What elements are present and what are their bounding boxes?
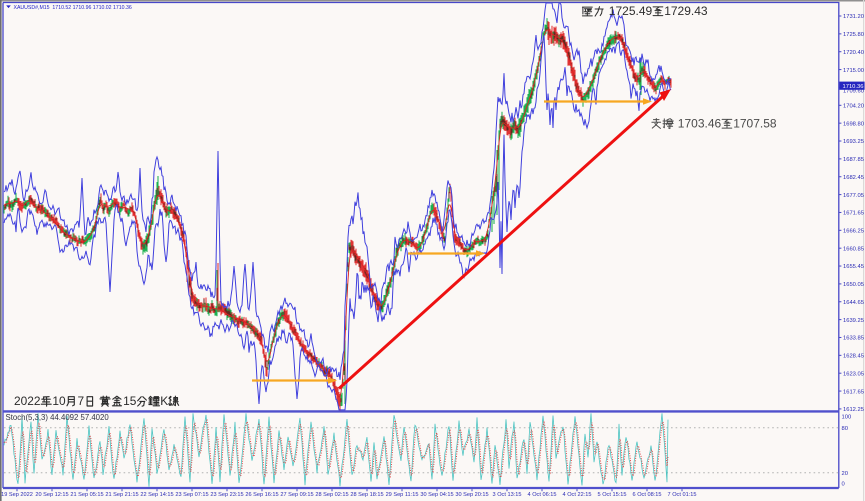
- svg-text:1725.49: 1725.49: [609, 4, 653, 18]
- svg-text:21 Sep 05:15: 21 Sep 05:15: [70, 492, 103, 498]
- svg-text:1698.80: 1698.80: [843, 121, 864, 127]
- svg-text:1612.25: 1612.25: [843, 407, 864, 413]
- svg-text:1709.60: 1709.60: [843, 89, 864, 95]
- svg-text:28 Sep 18:15: 28 Sep 18:15: [350, 492, 383, 498]
- svg-text:4 Oct 06:15: 4 Oct 06:15: [528, 492, 557, 498]
- svg-text:1707.58: 1707.58: [733, 117, 777, 131]
- svg-text:5 Oct 15:15: 5 Oct 15:15: [598, 492, 627, 498]
- svg-text:1650.05: 1650.05: [843, 282, 864, 288]
- svg-text:19 Sep 2022: 19 Sep 2022: [1, 492, 33, 498]
- svg-text:15: 15: [123, 394, 137, 408]
- svg-text:21 Sep 21:15: 21 Sep 21:15: [105, 492, 138, 498]
- svg-text:30 Sep 20:15: 30 Sep 20:15: [455, 492, 488, 498]
- svg-text:20: 20: [842, 471, 848, 477]
- svg-text:6 Oct 08:15: 6 Oct 08:15: [633, 492, 662, 498]
- svg-text:3 Oct 13:15: 3 Oct 13:15: [493, 492, 522, 498]
- svg-text:1671.65: 1671.65: [843, 211, 864, 217]
- svg-text:7 Oct 01:15: 7 Oct 01:15: [668, 492, 697, 498]
- svg-text:1617.65: 1617.65: [843, 389, 864, 395]
- svg-text:30 Sep 04:15: 30 Sep 04:15: [420, 492, 453, 498]
- svg-text:0: 0: [842, 482, 845, 488]
- svg-text:1623.05: 1623.05: [843, 371, 864, 377]
- svg-text:100: 100: [842, 415, 852, 421]
- svg-text:1720.40: 1720.40: [843, 50, 864, 56]
- svg-text:1633.85: 1633.85: [843, 336, 864, 342]
- svg-text:1682.45: 1682.45: [843, 175, 864, 181]
- svg-text:K: K: [160, 394, 168, 408]
- svg-text:29 Sep 11:15: 29 Sep 11:15: [386, 492, 419, 498]
- svg-text:20 Sep 12:15: 20 Sep 12:15: [35, 492, 68, 498]
- svg-text:27 Sep 09:15: 27 Sep 09:15: [280, 492, 313, 498]
- svg-text:4 Oct 22:15: 4 Oct 22:15: [563, 492, 592, 498]
- svg-text:1715.00: 1715.00: [843, 68, 864, 74]
- svg-text:1729.43: 1729.43: [664, 4, 708, 18]
- svg-text:1628.45: 1628.45: [843, 354, 864, 360]
- svg-text:XAUUSD#,M15 1710.52 1710.96 1: XAUUSD#,M15 1710.52 1710.96 1710.02 1710…: [14, 5, 132, 11]
- svg-text:1703.46: 1703.46: [678, 117, 722, 131]
- svg-text:80: 80: [842, 426, 848, 432]
- svg-text:1660.85: 1660.85: [843, 246, 864, 252]
- svg-text:1710.36: 1710.36: [843, 84, 864, 90]
- svg-text:1687.85: 1687.85: [843, 157, 864, 163]
- svg-text:28 Sep 02:15: 28 Sep 02:15: [315, 492, 348, 498]
- svg-text:10: 10: [52, 394, 66, 408]
- svg-text:1693.25: 1693.25: [843, 139, 864, 145]
- svg-text:2022: 2022: [14, 394, 41, 408]
- svg-text:22 Sep 14:15: 22 Sep 14:15: [140, 492, 173, 498]
- svg-text:1725.80: 1725.80: [843, 32, 864, 38]
- svg-text:23 Sep 07:15: 23 Sep 07:15: [175, 492, 208, 498]
- svg-text:7: 7: [78, 394, 85, 408]
- svg-text:1677.05: 1677.05: [843, 193, 864, 199]
- svg-text:1639.25: 1639.25: [843, 318, 864, 324]
- svg-text:1655.45: 1655.45: [843, 264, 864, 270]
- svg-text:1704.20: 1704.20: [843, 104, 864, 110]
- svg-text:Stoch(5,3,3) 44.4092 57.4020: Stoch(5,3,3) 44.4092 57.4020: [6, 413, 110, 422]
- svg-text:1666.25: 1666.25: [843, 229, 864, 235]
- svg-text:26 Sep 16:15: 26 Sep 16:15: [245, 492, 278, 498]
- svg-text:1731.20: 1731.20: [843, 14, 864, 20]
- svg-text:23 Sep 23:15: 23 Sep 23:15: [210, 492, 243, 498]
- svg-text:1644.65: 1644.65: [843, 300, 864, 306]
